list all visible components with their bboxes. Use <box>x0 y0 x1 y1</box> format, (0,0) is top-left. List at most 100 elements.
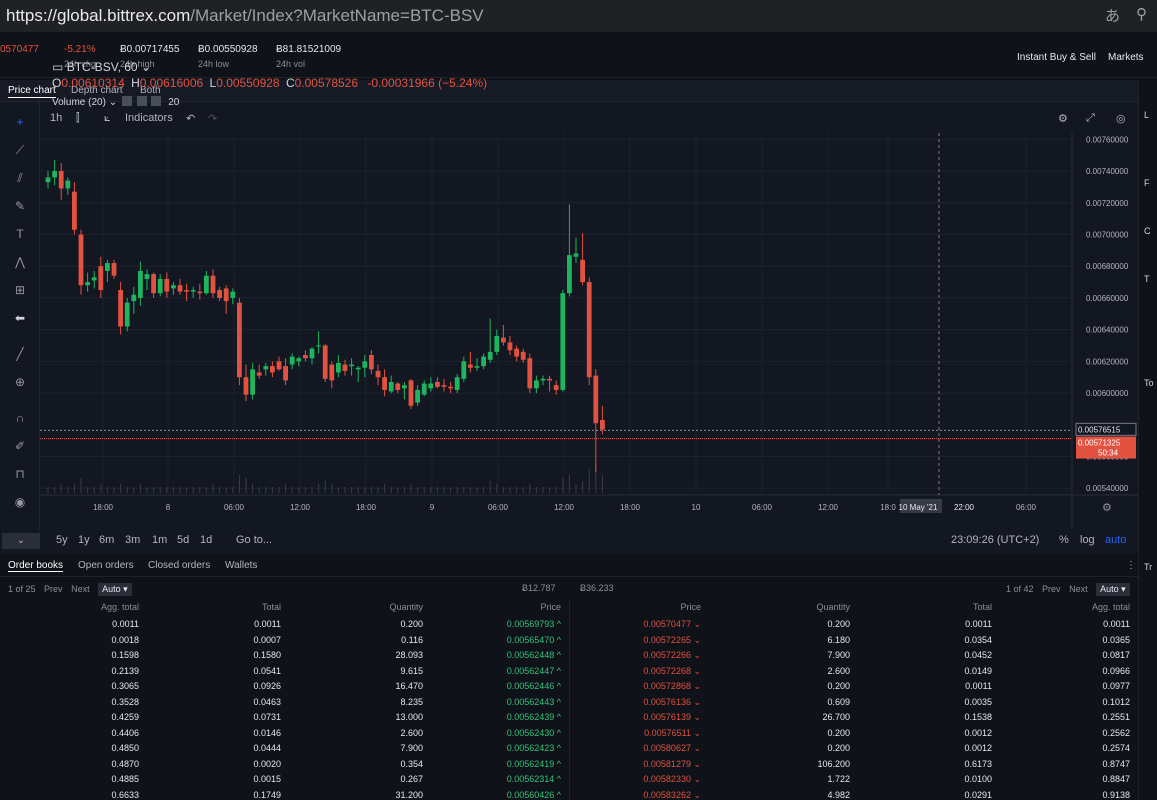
undo-icon[interactable]: ↶ <box>186 113 196 125</box>
tab-depth-chart[interactable]: Depth chart <box>71 85 123 96</box>
volume-bar <box>489 481 491 493</box>
bid-cell: 7.900 <box>400 743 423 753</box>
candle-body <box>217 290 222 298</box>
settings-gear-icon[interactable]: ⚙ <box>1058 113 1068 125</box>
chart-symbol[interactable]: BTC-BSV, 60 <box>66 60 138 74</box>
back-arrow-icon[interactable]: ⬅ <box>14 311 26 325</box>
asks-auto-label: Auto <box>1100 584 1119 594</box>
bids-auto-select[interactable]: Auto ▾ <box>98 583 132 596</box>
indicators-button[interactable]: Indicators <box>125 112 173 124</box>
range-5y[interactable]: 5y <box>56 534 68 546</box>
candlestick-chart[interactable]: 0.00760000 0.00740000 0.00720000 0.00700000… <box>40 133 1138 528</box>
candle-body <box>547 378 552 381</box>
volume-close-icon[interactable] <box>151 96 162 106</box>
candle-body <box>481 356 486 367</box>
bids-next-button[interactable]: Next <box>71 584 90 594</box>
volume-eye-icon[interactable] <box>136 96 147 106</box>
candle-body <box>243 377 249 395</box>
lock-icon[interactable]: ⊓ <box>15 467 25 481</box>
text-icon[interactable]: T <box>16 227 24 241</box>
translate-icon[interactable]: あ <box>1104 8 1120 25</box>
crosshair-icon[interactable]: + <box>16 115 24 129</box>
indicators-icon[interactable]: ⟀ <box>104 112 111 124</box>
fib-icon[interactable]: ⫽ <box>17 171 23 185</box>
volume-bar <box>113 487 115 493</box>
volume-bar <box>568 475 570 493</box>
candle-body <box>144 274 150 279</box>
ask-price: 0.00570477 ⌄ <box>643 619 701 629</box>
search-icon[interactable]: ⚲ <box>1136 6 1147 23</box>
ask-cell: 0.0291 <box>964 789 992 800</box>
candle-type-icon[interactable]: ⫿ <box>76 112 80 124</box>
candle-body <box>382 377 387 390</box>
tab-price-chart[interactable]: Price chart <box>8 85 56 98</box>
tab-wallets[interactable]: Wallets <box>225 560 258 571</box>
volume-bar <box>318 484 320 493</box>
ruler-icon[interactable]: ╱ <box>16 347 24 361</box>
url-text[interactable]: https://global.bittrex.com/Market/Index?… <box>6 6 484 26</box>
interval-button[interactable]: 1h <box>50 112 63 124</box>
eye-icon[interactable]: ◉ <box>14 495 26 509</box>
magnet-icon[interactable]: ∩ <box>15 411 25 425</box>
instant-buy-sell-link[interactable]: Instant Buy & Sell <box>1017 52 1096 63</box>
range-3m[interactable]: 3m <box>125 534 141 546</box>
asks-auto-select[interactable]: Auto ▾ <box>1096 583 1130 596</box>
asks-next-button[interactable]: Next <box>1069 584 1088 594</box>
range-5d[interactable]: 5d <box>177 534 190 546</box>
range-1m[interactable]: 1m <box>152 534 168 546</box>
candle-body <box>395 383 401 390</box>
zoom-icon[interactable]: ⊕ <box>14 375 26 389</box>
screenshot-eye-icon[interactable]: ◎ <box>1116 113 1126 125</box>
goto-button[interactable]: Go to... <box>236 534 273 546</box>
tab-both[interactable]: Both <box>140 85 161 96</box>
volume-bar <box>133 487 135 493</box>
prediction-icon[interactable]: ⊞ <box>14 283 26 297</box>
candle-body <box>573 253 579 257</box>
range-1d[interactable]: 1d <box>200 534 213 546</box>
volume-bar <box>93 487 95 493</box>
candle-body <box>85 282 90 286</box>
x-tick-label: 10 May '21 <box>899 503 938 512</box>
volume-bar <box>463 487 465 493</box>
ask-price: 0.00582330 ⌄ <box>643 774 701 784</box>
volume-bar <box>436 487 438 493</box>
volume-bar <box>324 481 326 493</box>
volume-bar <box>271 487 273 493</box>
auto-toggle[interactable]: auto <box>1105 534 1127 546</box>
orderbook-panel: Order books Open orders Closed orders Wa… <box>0 553 1138 800</box>
markets-link[interactable]: Markets <box>1108 52 1144 63</box>
clock-display[interactable]: 23:09:26 (UTC+2) <box>951 534 1040 546</box>
lock-drawing-icon[interactable]: ✐ <box>14 439 26 453</box>
market-ticker: 0570477 -5.21% 24h chg Ƀ0.00717455 24h h… <box>0 32 1157 78</box>
log-toggle[interactable]: log <box>1080 534 1095 546</box>
tab-open-orders[interactable]: Open orders <box>78 560 134 571</box>
range-1y[interactable]: 1y <box>78 534 90 546</box>
volume-bar <box>219 487 221 493</box>
pattern-icon[interactable]: ⋀ <box>15 255 25 269</box>
redo-icon[interactable]: ↷ <box>208 113 218 125</box>
ticker-vol: Ƀ81.81521009 24h vol <box>276 44 341 69</box>
volume-label[interactable]: Volume (20) <box>52 97 106 108</box>
more-menu-icon[interactable]: ⋮ <box>1126 560 1136 571</box>
fullscreen-icon[interactable]: ⤢ <box>1086 112 1095 124</box>
tab-closed-orders[interactable]: Closed orders <box>148 560 211 571</box>
volume-settings-icon[interactable] <box>121 96 132 106</box>
collapse-button[interactable]: ⌄ <box>2 533 40 549</box>
percent-toggle[interactable]: % <box>1059 534 1069 546</box>
brush-icon[interactable]: ✎ <box>14 199 26 213</box>
browser-address-bar[interactable]: https://global.bittrex.com/Market/Index?… <box>0 0 1157 32</box>
chart-symbol-icon[interactable]: ▭ <box>52 60 64 74</box>
bids-prev-button[interactable]: Prev <box>44 584 63 594</box>
trendline-icon[interactable]: ⟋ <box>15 143 25 157</box>
asks-prev-button[interactable]: Prev <box>1042 584 1061 594</box>
volume-bar <box>126 487 128 493</box>
ticker-high: Ƀ0.00717455 24h high <box>120 44 180 69</box>
range-6m[interactable]: 6m <box>99 534 115 546</box>
candle-body <box>540 378 546 381</box>
symbol-dropdown-icon[interactable]: ⌄ <box>140 60 152 74</box>
candle-body <box>322 345 328 379</box>
candle-body <box>230 291 236 298</box>
tab-order-books[interactable]: Order books <box>8 560 64 572</box>
right-strip-c: C <box>1144 226 1151 236</box>
volume-dropdown-icon[interactable]: ⌄ <box>108 97 118 108</box>
